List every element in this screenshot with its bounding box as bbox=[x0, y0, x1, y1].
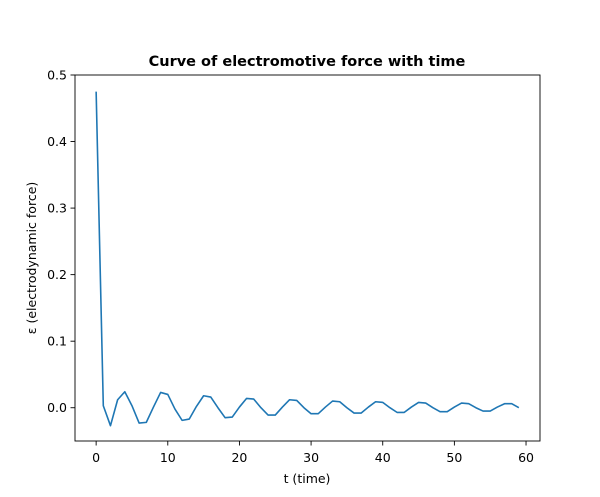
x-tick-label: 20 bbox=[231, 450, 247, 465]
y-tick-label: 0.1 bbox=[47, 334, 67, 349]
x-tick-label: 0 bbox=[92, 450, 100, 465]
x-tick-label: 30 bbox=[303, 450, 319, 465]
series-line-0 bbox=[95, 91, 520, 427]
y-tick-label: 0.3 bbox=[47, 201, 67, 216]
plot-area: 0 10 20 30 40 50 60 0.0 0.1 0.2 0.3 0.4 0.5 bbox=[47, 68, 541, 465]
y-axis-label: ε (electrodynamic force) bbox=[24, 182, 39, 335]
y-tick-label: 0.0 bbox=[47, 400, 67, 415]
x-tick-label: 60 bbox=[518, 450, 534, 465]
y-tick-label: 0.4 bbox=[47, 134, 67, 149]
plot-frame bbox=[74, 74, 541, 442]
chart-title: Curve of electromotive force with time bbox=[149, 54, 466, 70]
x-tick-label: 50 bbox=[446, 450, 462, 465]
x-tick-label: 40 bbox=[375, 450, 391, 465]
x-tick-label: 10 bbox=[160, 450, 176, 465]
y-tick-label: 0.2 bbox=[47, 267, 67, 282]
x-axis-label: t (time) bbox=[284, 471, 331, 486]
y-tick-label: 0.5 bbox=[47, 68, 67, 83]
